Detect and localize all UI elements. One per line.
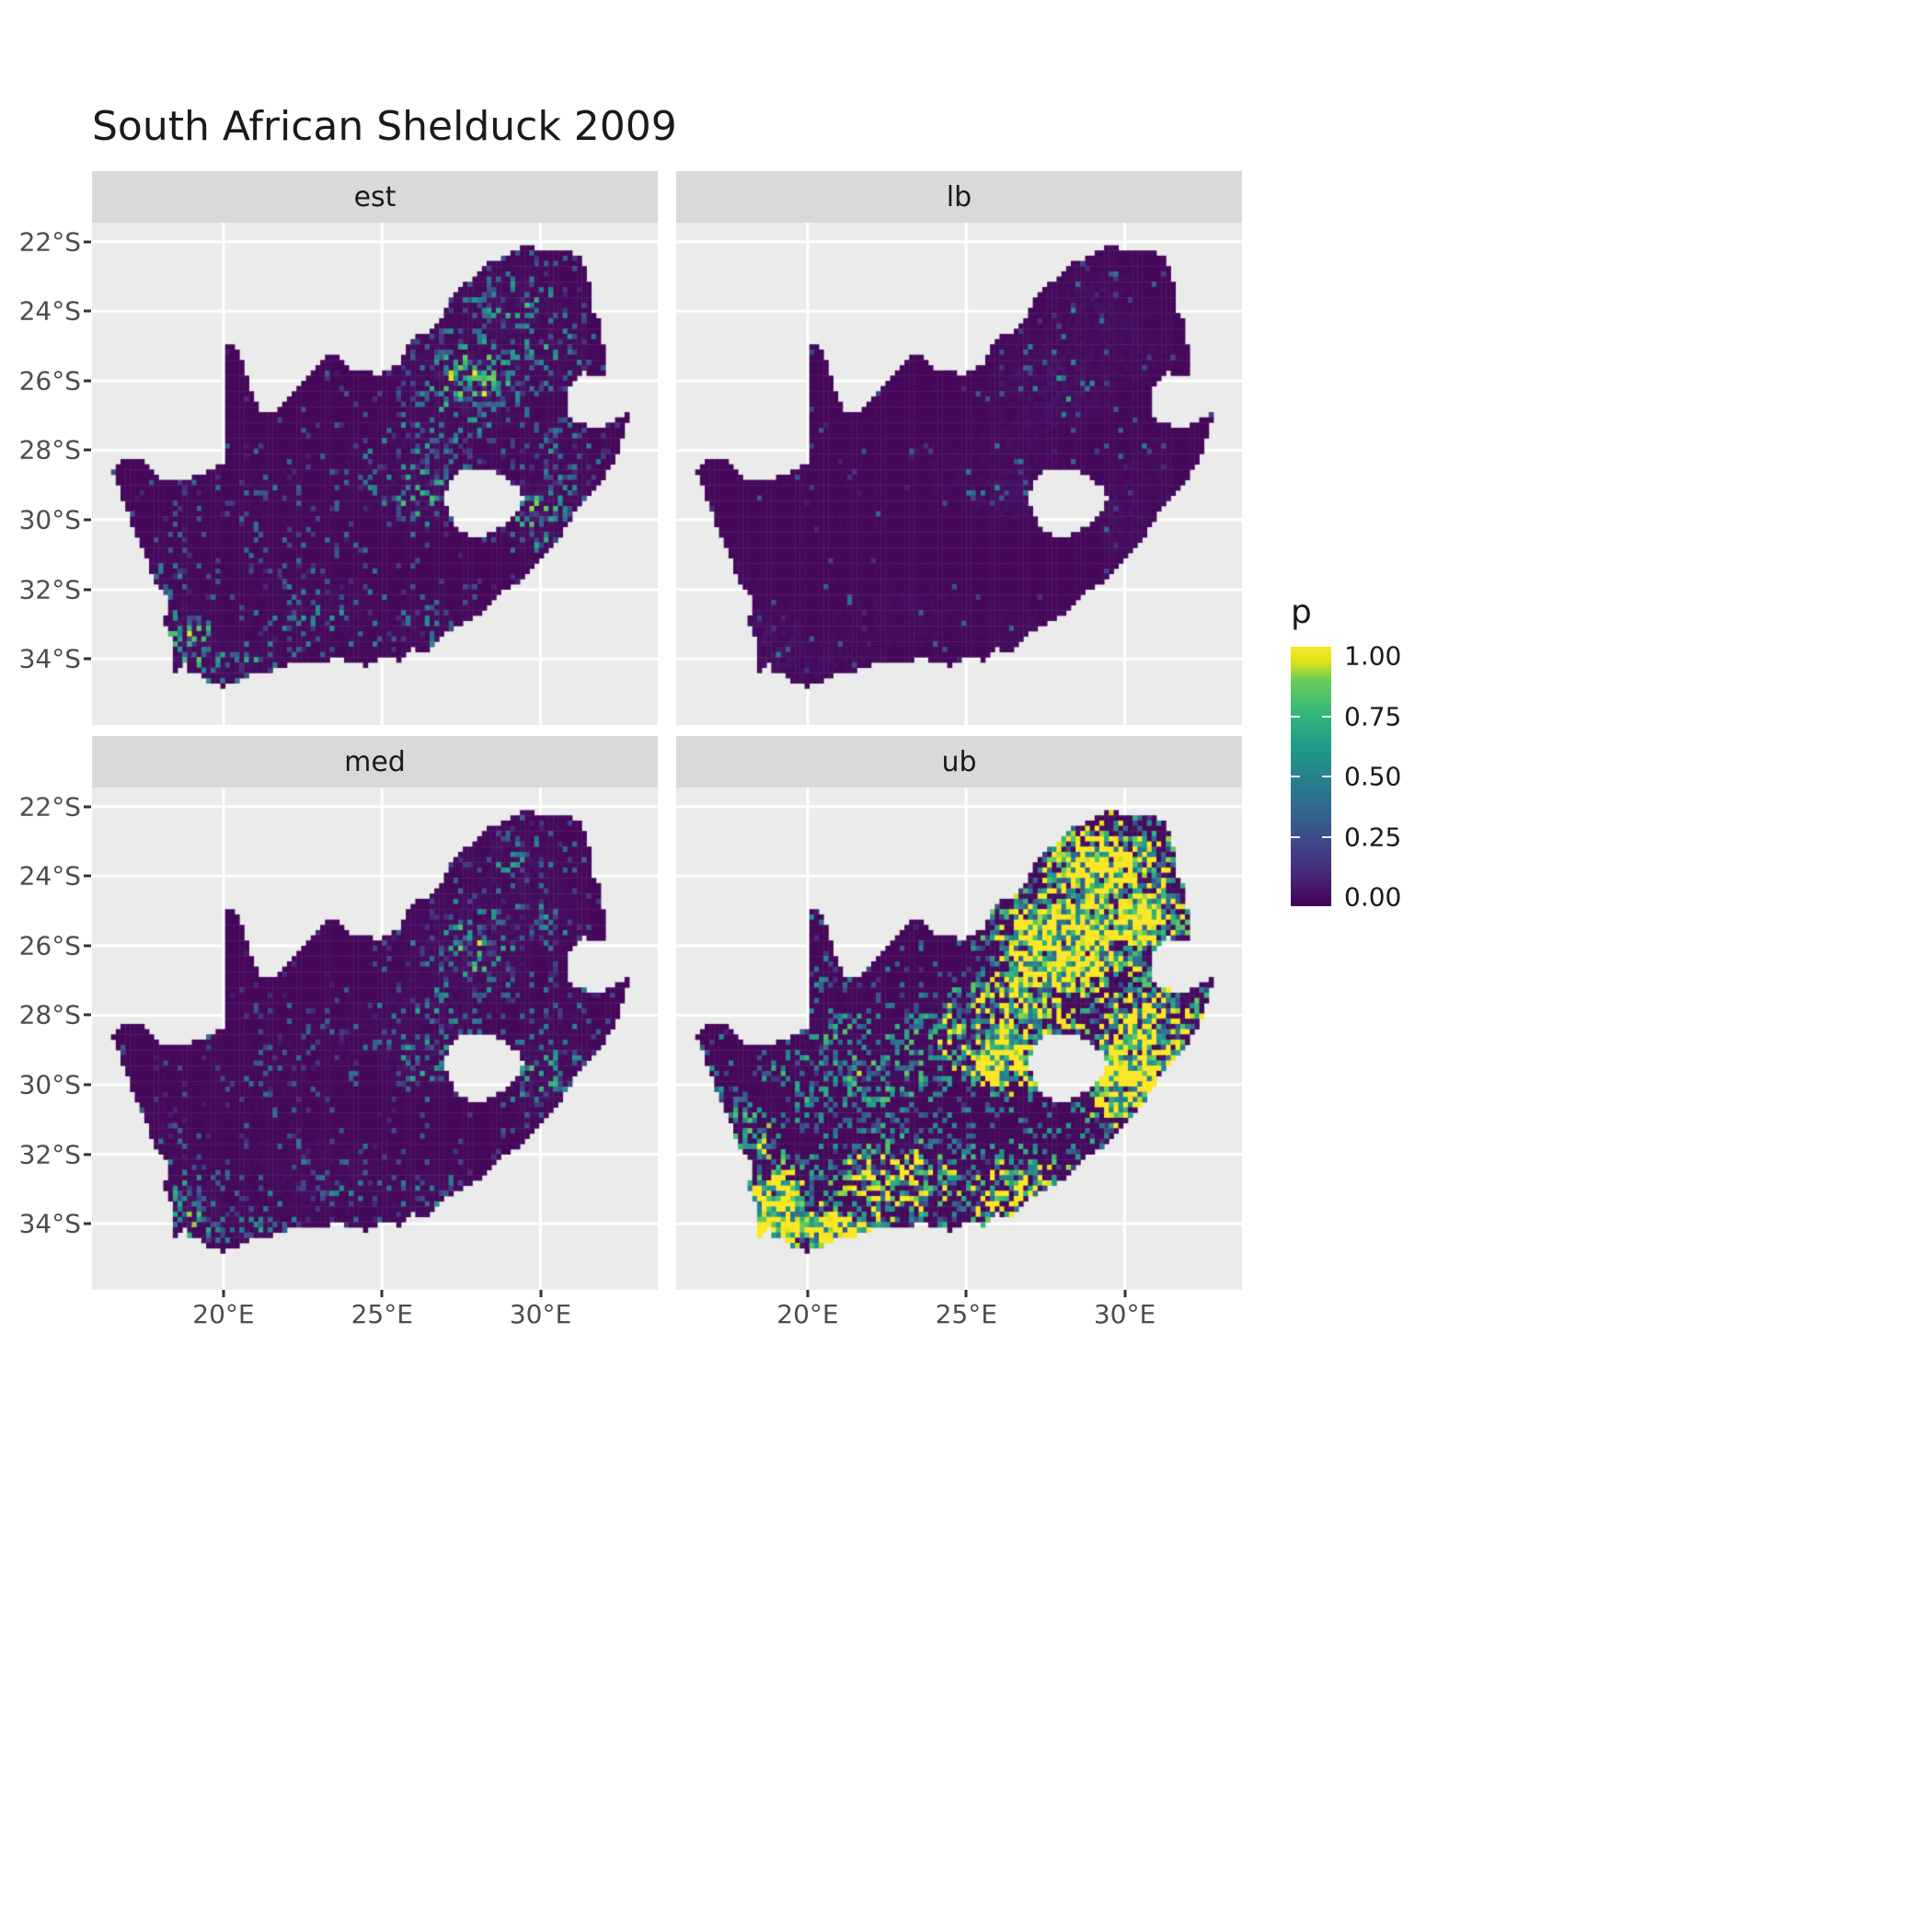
y-tick-label: 34°S: [18, 643, 81, 674]
map-panel-est: [92, 223, 658, 725]
y-tick-label: 30°S: [18, 504, 81, 535]
x-tick-label: 30°E: [509, 1299, 572, 1329]
x-tick-label: 20°E: [776, 1299, 839, 1329]
colorbar-tick-mark: [1291, 715, 1300, 718]
y-tick-label: 22°S: [18, 226, 81, 258]
y-tick-label: 32°S: [18, 574, 81, 605]
y-tick-mark: [84, 448, 91, 452]
colorbar-tick-mark: [1291, 776, 1300, 777]
y-tick-label: 34°S: [18, 1208, 81, 1239]
y-tick-mark: [84, 1222, 91, 1225]
x-tick-mark: [539, 1290, 543, 1297]
y-tick-mark: [84, 657, 91, 661]
y-tick-label: 24°S: [18, 860, 81, 891]
legend-tick-label: 0.75: [1344, 701, 1402, 731]
facet-strip-med: med: [92, 736, 658, 788]
legend-colorbar: [1291, 647, 1331, 906]
facet-strip-ub: ub: [676, 736, 1242, 788]
x-tick-label: 20°E: [192, 1299, 255, 1329]
legend-tick-label: 0.00: [1344, 881, 1402, 913]
y-tick-mark: [84, 1153, 91, 1156]
legend-tick-label: 1.00: [1344, 640, 1402, 672]
y-tick-mark: [84, 1013, 91, 1017]
y-tick-mark: [84, 518, 91, 522]
facet-strip-label-ub: ub: [941, 745, 977, 778]
x-tick-label: 30°E: [1093, 1299, 1156, 1329]
map-panel-ub: [676, 788, 1242, 1290]
facet-strip-est: est: [92, 171, 658, 223]
y-tick-mark: [84, 240, 91, 244]
y-tick-mark: [84, 874, 91, 878]
facet-strip-label-lb: lb: [946, 180, 972, 213]
legend: p 1.00 0.75 0.50 0.25 0.00: [1283, 593, 1495, 961]
map-panel-lb: [676, 223, 1242, 725]
x-tick-label: 25°E: [351, 1299, 413, 1329]
x-tick-mark: [380, 1290, 384, 1297]
legend-tick-label: 0.25: [1344, 822, 1402, 852]
y-tick-label: 26°S: [18, 365, 81, 397]
y-tick-label: 28°S: [18, 999, 81, 1030]
legend-title: p: [1291, 593, 1312, 631]
y-tick-mark: [84, 1083, 91, 1087]
x-tick-label: 25°E: [935, 1299, 997, 1329]
facet-strip-label-med: med: [344, 745, 406, 778]
facet-strip-label-est: est: [353, 180, 397, 213]
y-tick-label: 24°S: [18, 295, 81, 327]
map-panel-med: [92, 788, 658, 1290]
legend-tick-label: 0.50: [1344, 761, 1402, 792]
colorbar-tick-mark: [1322, 776, 1331, 777]
y-tick-mark: [84, 379, 91, 383]
y-tick-mark: [84, 309, 91, 313]
y-tick-mark: [84, 805, 91, 809]
y-tick-label: 26°S: [18, 930, 81, 961]
colorbar-tick-mark: [1322, 715, 1331, 718]
colorbar-tick-mark: [1291, 835, 1300, 838]
y-tick-label: 30°S: [18, 1069, 81, 1100]
x-tick-mark: [964, 1290, 968, 1297]
y-tick-mark: [84, 588, 91, 592]
y-tick-mark: [84, 944, 91, 948]
x-tick-mark: [1123, 1290, 1127, 1297]
x-tick-mark: [222, 1290, 225, 1297]
y-tick-label: 22°S: [18, 791, 81, 822]
chart-title: South African Shelduck 2009: [92, 103, 677, 150]
colorbar-tick-mark: [1322, 835, 1331, 838]
facet-strip-lb: lb: [676, 171, 1242, 223]
y-tick-label: 28°S: [18, 434, 81, 466]
x-tick-mark: [806, 1290, 810, 1297]
y-tick-label: 32°S: [18, 1139, 81, 1170]
